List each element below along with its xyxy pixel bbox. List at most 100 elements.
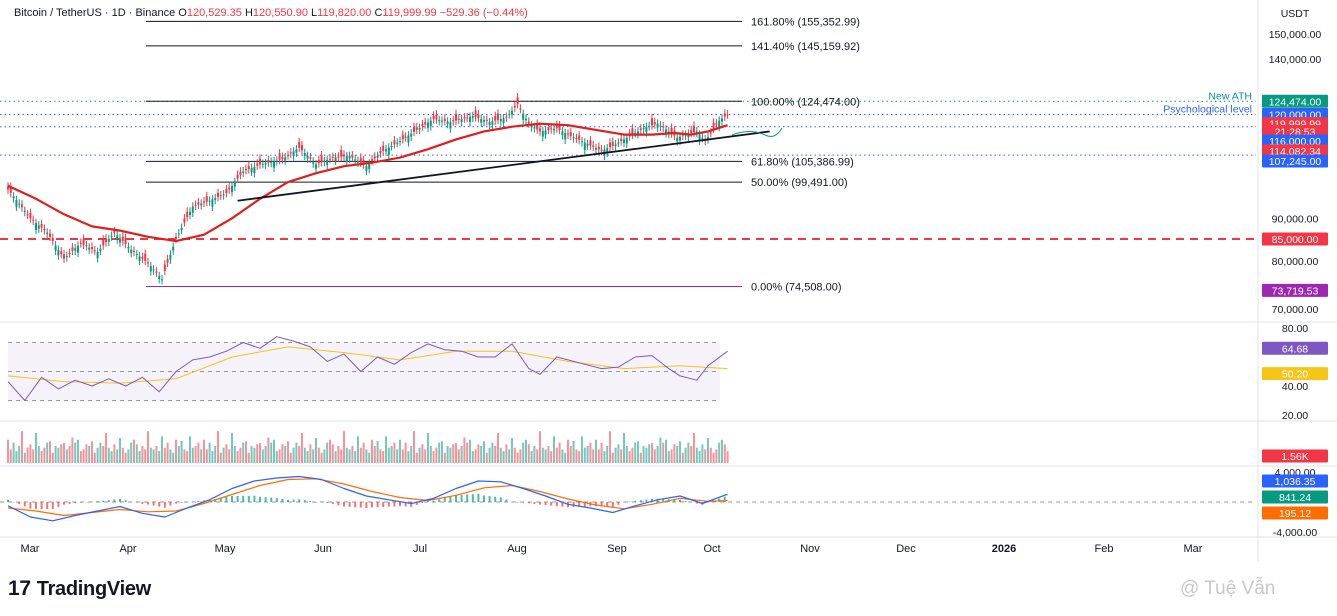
volume-bar-185 [525, 439, 527, 463]
macd-histogram-bar-122 [348, 502, 351, 507]
price-tick-2: 90,000.00 [1272, 213, 1319, 225]
macd-histogram-bar-214 [606, 502, 609, 507]
volume-bar-196 [555, 447, 558, 463]
candle-body-235 [665, 129, 667, 134]
rsi-ma-value-label: 50.20 [1282, 369, 1308, 381]
macd-signal-value-label-bg [1262, 506, 1328, 520]
candle-body-62 [180, 227, 183, 230]
volume-bar-119 [340, 449, 343, 463]
volume-bar-166 [471, 451, 474, 463]
change-value: −529.36 (−0.44%) [439, 7, 528, 19]
macd-histogram-bar-52 [152, 502, 155, 506]
candle-body-10 [35, 223, 37, 230]
volume-bar-239 [676, 446, 679, 463]
volume-bar-178 [505, 444, 508, 463]
macd-histogram-bar-148 [421, 502, 424, 503]
candle-body-117 [334, 157, 337, 161]
volume-bar-148 [421, 444, 424, 463]
volume-bar-86 [247, 452, 250, 463]
candle-body-122 [348, 155, 351, 159]
volume-bar-92 [264, 446, 267, 463]
candle-body-51 [149, 266, 152, 272]
macd-histogram-bar-142 [404, 502, 407, 507]
macd-histogram-bar-56 [163, 502, 166, 508]
volume-bar-10 [35, 432, 37, 463]
candle-body-123 [351, 155, 354, 158]
macd-line [7, 475, 728, 522]
volume-bar-221 [625, 446, 628, 463]
volume-bar-227 [642, 446, 645, 463]
candle-body-229 [648, 125, 651, 127]
moving-average-line [7, 122, 728, 243]
volume-bar-24 [74, 442, 77, 463]
close-label: C [374, 7, 383, 19]
volume-bar-71 [205, 449, 208, 463]
volume-bar-116 [331, 444, 334, 463]
macd-histogram-bar-54 [158, 502, 161, 507]
volume-bar-167 [474, 449, 477, 463]
macd-histogram-bar-114 [326, 502, 329, 503]
volume-bar-73 [211, 451, 214, 463]
candle-body-207 [586, 144, 589, 146]
volume-bar-27 [82, 449, 85, 463]
candle-body-67 [194, 204, 197, 206]
volume-bar-16 [51, 452, 54, 463]
volume-bar-241 [681, 452, 684, 463]
macd-value-label: 1,036.35 [1275, 476, 1316, 488]
candle-body-237 [670, 127, 673, 134]
time-tick-8: Nov [800, 543, 820, 555]
volume-bar-209 [592, 449, 595, 463]
candle-body-205 [581, 141, 583, 143]
volume-bar-170 [483, 441, 485, 463]
volume-bar-132 [376, 440, 379, 463]
macd-histogram-bar-32 [96, 501, 99, 502]
macd-histogram-bar-76 [219, 498, 222, 502]
candle-body-94 [270, 161, 273, 163]
volume-bar-154 [438, 442, 441, 463]
candle-body-78 [225, 189, 228, 194]
candle-body-226 [639, 128, 642, 130]
candle-body-16 [51, 238, 54, 242]
volume-bar-53 [155, 446, 158, 463]
candle-body-251 [709, 132, 712, 134]
candle-body-110 [315, 164, 317, 169]
candle-body-120 [343, 154, 345, 157]
volume-bar-226 [639, 452, 642, 463]
macd-histogram-bar-98 [281, 498, 284, 502]
macd-histogram-bar-88 [253, 495, 256, 502]
macd-histogram-bar-170 [483, 495, 485, 502]
volume-bar-150 [427, 432, 429, 463]
volume-bar-80 [231, 432, 233, 463]
volume-bar-42 [124, 452, 127, 463]
volume-bar-146 [415, 452, 418, 463]
macd-histogram-bar-150 [427, 501, 429, 502]
candle-body-164 [466, 117, 469, 119]
volume-bar-212 [600, 442, 603, 463]
candle-body-77 [222, 194, 225, 196]
candle-body-58 [169, 254, 172, 260]
volume-bar-19 [60, 444, 63, 463]
candle-body-111 [317, 160, 320, 164]
candle-body-159 [452, 120, 455, 122]
candle-body-26 [79, 242, 82, 244]
candle-body-69 [200, 203, 203, 206]
candle-body-146 [415, 127, 418, 130]
volume-bar-131 [373, 446, 376, 463]
symbol-title[interactable]: Bitcoin / TetherUS · 1D · Binance [14, 7, 176, 19]
volume-bar-145 [413, 431, 415, 463]
candle-body-57 [166, 259, 169, 263]
candle-body-198 [561, 131, 564, 136]
volume-bar-77 [222, 447, 225, 463]
volume-bar-202 [572, 440, 575, 463]
volume-bar-9 [32, 449, 35, 463]
macd-histogram-bar-92 [264, 497, 267, 502]
volume-bar-30 [91, 441, 93, 463]
time-tick-11: Feb [1095, 543, 1114, 555]
candle-body-185 [525, 118, 527, 121]
candle-body-20 [63, 254, 65, 259]
candle-body-223 [631, 128, 634, 135]
candle-body-91 [261, 163, 264, 165]
volume-bar-32 [96, 447, 99, 463]
volume-bar-18 [57, 447, 60, 463]
